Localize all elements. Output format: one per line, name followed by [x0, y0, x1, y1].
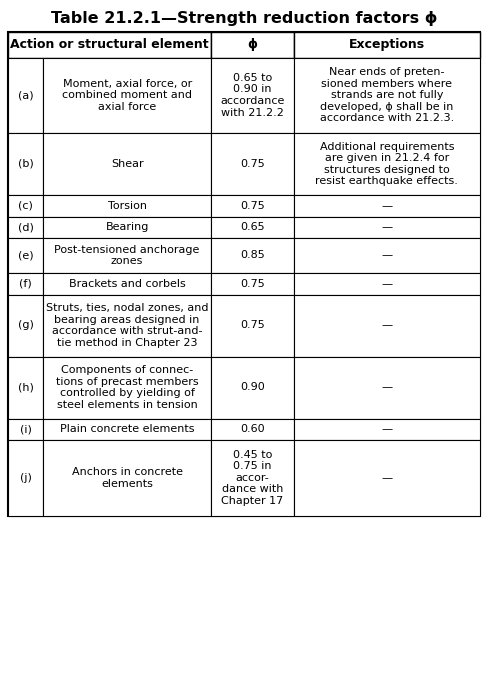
Text: 0.75: 0.75: [240, 321, 264, 330]
Text: 0.45 to
0.75 in
accor-
dance with
Chapter 17: 0.45 to 0.75 in accor- dance with Chapte…: [221, 450, 284, 506]
Bar: [8, 195, 43, 216]
Text: Shear: Shear: [111, 159, 143, 169]
Text: (f): (f): [20, 279, 32, 288]
Bar: [8, 440, 43, 516]
Bar: [43, 216, 211, 238]
Text: —: —: [381, 424, 392, 434]
Text: (d): (d): [18, 222, 34, 233]
Text: —: —: [381, 251, 392, 260]
Text: —: —: [381, 201, 392, 211]
Text: ϕ: ϕ: [247, 38, 257, 51]
Bar: [43, 238, 211, 273]
Text: Torsion: Torsion: [108, 201, 147, 211]
Bar: [8, 273, 43, 295]
Text: (i): (i): [20, 424, 32, 434]
Text: (a): (a): [18, 90, 34, 100]
Text: (e): (e): [18, 251, 34, 260]
Text: Plain concrete elements: Plain concrete elements: [60, 424, 194, 434]
Text: (c): (c): [18, 201, 33, 211]
Text: —: —: [381, 321, 392, 330]
Bar: [43, 57, 211, 133]
Text: —: —: [381, 279, 392, 288]
Text: Additional requirements
are given in 21.2.4 for
structures designed to
resist ea: Additional requirements are given in 21.…: [315, 142, 458, 187]
Text: 0.65: 0.65: [240, 222, 264, 233]
Bar: [294, 238, 480, 273]
Text: 0.75: 0.75: [240, 201, 264, 211]
Text: Near ends of preten-
sioned members where
strands are not fully
developed, ϕ sha: Near ends of preten- sioned members wher…: [320, 67, 454, 123]
Text: 0.65 to
0.90 in
accordance
with 21.2.2: 0.65 to 0.90 in accordance with 21.2.2: [220, 73, 285, 118]
Bar: [43, 357, 211, 419]
Bar: [43, 195, 211, 216]
Bar: [8, 216, 43, 238]
Bar: [294, 133, 480, 195]
Bar: [211, 32, 294, 57]
Bar: [211, 238, 294, 273]
Bar: [8, 419, 43, 440]
Bar: [294, 440, 480, 516]
Bar: [43, 273, 211, 295]
Bar: [294, 195, 480, 216]
Text: 0.90: 0.90: [240, 383, 264, 392]
Text: Action or structural element: Action or structural element: [10, 38, 209, 51]
Bar: [43, 295, 211, 357]
Text: —: —: [381, 472, 392, 483]
Text: (h): (h): [18, 383, 34, 392]
Bar: [8, 57, 43, 133]
Text: 0.75: 0.75: [240, 279, 264, 288]
Text: 0.60: 0.60: [240, 424, 264, 434]
Text: Components of connec-
tions of precast members
controlled by yielding of
steel e: Components of connec- tions of precast m…: [56, 365, 199, 410]
Bar: [294, 419, 480, 440]
Bar: [294, 357, 480, 419]
Bar: [294, 295, 480, 357]
Text: 0.85: 0.85: [240, 251, 264, 260]
Bar: [211, 216, 294, 238]
Text: Bearing: Bearing: [105, 222, 149, 233]
Bar: [294, 216, 480, 238]
Text: Moment, axial force, or
combined moment and
axial force: Moment, axial force, or combined moment …: [62, 79, 192, 112]
Text: Table 21.2.1—Strength reduction factors ϕ: Table 21.2.1—Strength reduction factors …: [51, 11, 437, 26]
Bar: [211, 57, 294, 133]
Bar: [211, 273, 294, 295]
Bar: [211, 440, 294, 516]
Bar: [211, 419, 294, 440]
Text: Anchors in concrete
elements: Anchors in concrete elements: [72, 467, 183, 489]
Text: 0.75: 0.75: [240, 159, 264, 169]
Bar: [294, 57, 480, 133]
Bar: [43, 133, 211, 195]
Bar: [211, 195, 294, 216]
Bar: [211, 133, 294, 195]
Text: —: —: [381, 383, 392, 392]
Bar: [211, 357, 294, 419]
Bar: [294, 273, 480, 295]
Bar: [8, 32, 211, 57]
Bar: [8, 295, 43, 357]
Bar: [294, 32, 480, 57]
Text: (b): (b): [18, 159, 34, 169]
Bar: [43, 419, 211, 440]
Bar: [8, 357, 43, 419]
Bar: [211, 295, 294, 357]
Bar: [8, 32, 480, 516]
Text: Brackets and corbels: Brackets and corbels: [69, 279, 185, 288]
Text: Post-tensioned anchorage
zones: Post-tensioned anchorage zones: [55, 245, 200, 266]
Text: (j): (j): [20, 472, 32, 483]
Text: (g): (g): [18, 321, 34, 330]
Text: Exceptions: Exceptions: [349, 38, 425, 51]
Bar: [8, 133, 43, 195]
Bar: [43, 440, 211, 516]
Bar: [8, 238, 43, 273]
Text: —: —: [381, 222, 392, 233]
Text: Struts, ties, nodal zones, and
bearing areas designed in
accordance with strut-a: Struts, ties, nodal zones, and bearing a…: [46, 303, 208, 348]
